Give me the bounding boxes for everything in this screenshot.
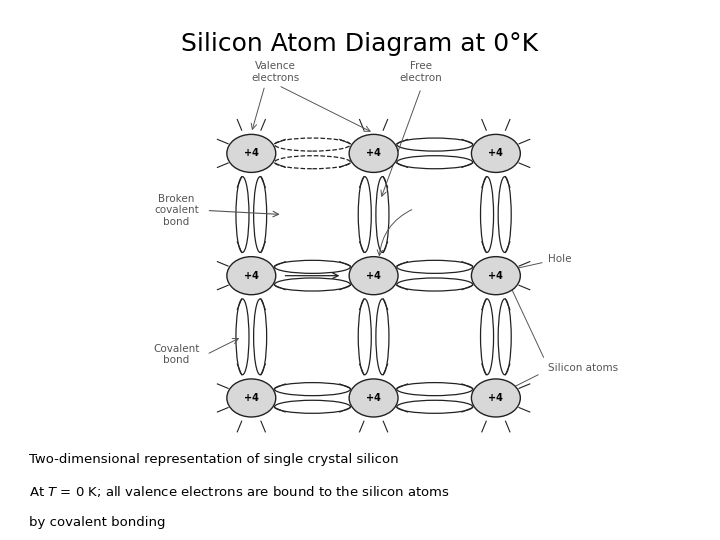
Ellipse shape — [472, 256, 521, 295]
Text: −: − — [388, 271, 395, 280]
Text: −: − — [492, 289, 500, 299]
Text: At $T$ = 0 K; all valence electrons are bound to the silicon atoms: At $T$ = 0 K; all valence electrons are … — [29, 484, 450, 498]
Text: Free
electron: Free electron — [400, 61, 443, 83]
Text: −: − — [370, 253, 377, 262]
Text: −: − — [474, 394, 481, 402]
Text: +4: +4 — [366, 393, 381, 403]
Text: +4: +4 — [366, 148, 381, 158]
Text: −: − — [248, 253, 255, 262]
Ellipse shape — [349, 379, 398, 417]
Text: −: − — [248, 289, 255, 299]
Ellipse shape — [349, 134, 398, 172]
Text: −: − — [492, 167, 500, 176]
Text: −: − — [492, 253, 500, 262]
Text: Valence
electrons: Valence electrons — [251, 61, 300, 83]
Text: +4: +4 — [366, 271, 381, 281]
Text: −: − — [370, 375, 377, 384]
Text: +4: +4 — [244, 393, 258, 403]
Text: +4: +4 — [244, 148, 258, 158]
Ellipse shape — [472, 134, 521, 172]
Text: Silicon atoms: Silicon atoms — [547, 363, 618, 373]
Ellipse shape — [227, 256, 276, 295]
Ellipse shape — [472, 379, 521, 417]
Text: −: − — [248, 167, 255, 176]
Text: −: − — [474, 149, 481, 158]
Text: +4: +4 — [244, 271, 258, 281]
Text: −: − — [370, 289, 377, 299]
Ellipse shape — [227, 379, 276, 417]
Text: Silicon Atom Diagram at 0°K: Silicon Atom Diagram at 0°K — [181, 32, 539, 56]
Text: +4: +4 — [488, 393, 503, 403]
Text: −: − — [352, 271, 359, 280]
Text: −: − — [388, 149, 395, 158]
Ellipse shape — [349, 256, 398, 295]
Text: +4: +4 — [488, 271, 503, 281]
Text: +4: +4 — [488, 148, 503, 158]
Text: −: − — [492, 375, 500, 384]
Text: −: − — [388, 394, 395, 402]
Text: Covalent
bond: Covalent bond — [153, 343, 199, 365]
Text: Broken
covalent
bond: Broken covalent bond — [154, 194, 199, 227]
Text: −: − — [248, 375, 255, 384]
Ellipse shape — [227, 134, 276, 172]
Text: Two-dimensional representation of single crystal silicon: Two-dimensional representation of single… — [29, 453, 398, 465]
Text: −: − — [266, 394, 273, 402]
Text: −: − — [352, 394, 359, 402]
Text: Hole: Hole — [547, 254, 571, 265]
Text: by covalent bonding: by covalent bonding — [29, 516, 166, 529]
Text: −: − — [370, 167, 377, 176]
Text: −: − — [266, 271, 273, 280]
Text: −: − — [474, 271, 481, 280]
